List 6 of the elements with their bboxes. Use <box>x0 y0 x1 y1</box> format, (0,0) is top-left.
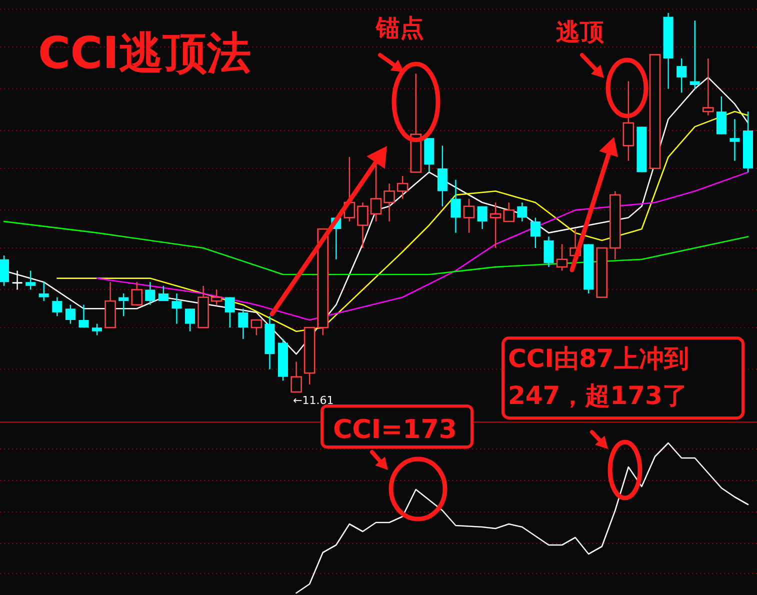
annotation: 逃顶 <box>556 18 604 46</box>
annotation: 锚点 <box>375 14 424 42</box>
annotation: CCI=173 <box>333 415 457 445</box>
annotation: CCI由87上冲到247，超173了 <box>508 343 690 412</box>
title: CCI逃顶法 <box>38 28 251 79</box>
text: ←11.61 <box>293 394 334 407</box>
